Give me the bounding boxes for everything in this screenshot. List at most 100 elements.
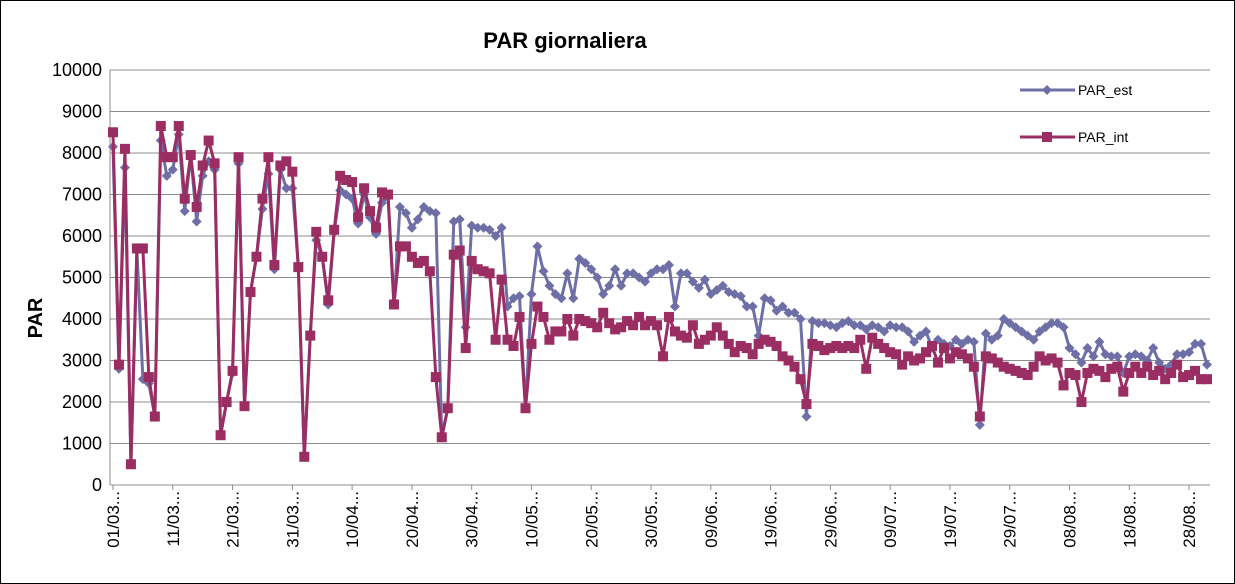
data-point <box>526 289 537 300</box>
data-point <box>681 268 692 279</box>
y-tick-label: 2000 <box>62 392 102 412</box>
data-point <box>1190 365 1201 376</box>
data-point <box>843 316 854 327</box>
data-point <box>215 430 226 441</box>
data-point <box>1064 367 1075 378</box>
data-point <box>1148 343 1159 354</box>
data-point <box>179 193 190 204</box>
data-point <box>783 355 794 366</box>
data-point <box>538 311 549 322</box>
data-point <box>921 347 932 358</box>
data-point <box>323 295 334 306</box>
data-point <box>598 289 609 300</box>
data-point <box>628 320 639 331</box>
x-tick-label: 29/06... <box>821 491 840 548</box>
data-point <box>795 314 806 324</box>
data-point <box>161 152 172 163</box>
data-point <box>831 340 842 351</box>
data-point <box>353 212 364 223</box>
data-point <box>735 340 746 351</box>
data-point <box>1136 367 1147 378</box>
data-point <box>777 351 788 362</box>
data-point <box>1040 355 1051 366</box>
data-point <box>580 316 591 327</box>
data-point <box>1196 338 1207 349</box>
data-point <box>986 353 997 364</box>
data-point <box>574 314 585 324</box>
x-tick-label: 20/04... <box>403 491 422 548</box>
data-point <box>502 334 513 345</box>
data-point <box>938 343 949 354</box>
data-point <box>1022 370 1033 381</box>
data-point <box>992 357 1003 368</box>
data-point <box>1142 361 1153 372</box>
data-point <box>711 322 722 333</box>
data-point <box>921 326 932 337</box>
data-point <box>646 316 657 327</box>
data-point <box>1124 367 1135 378</box>
data-point <box>819 345 830 356</box>
data-point <box>837 343 848 354</box>
data-point <box>412 214 423 225</box>
data-point <box>891 322 902 333</box>
data-point <box>956 349 967 360</box>
data-point <box>532 241 543 252</box>
data-point <box>950 334 961 345</box>
data-point <box>1130 361 1141 372</box>
data-point <box>269 260 280 271</box>
data-point <box>669 301 680 312</box>
data-point <box>747 349 758 360</box>
data-point <box>418 201 429 212</box>
data-point <box>843 340 854 351</box>
data-point <box>646 268 657 279</box>
data-point <box>903 351 914 362</box>
y-tick-label: 6000 <box>62 226 102 246</box>
data-point <box>1136 351 1147 362</box>
data-point <box>1058 322 1069 333</box>
x-tick-label: 18/08... <box>1120 491 1139 548</box>
data-point <box>191 216 202 227</box>
data-point <box>711 284 722 295</box>
data-point <box>741 343 752 354</box>
x-tick-label: 10/05... <box>522 491 541 548</box>
data-point <box>251 251 262 262</box>
data-point <box>365 206 376 217</box>
data-point <box>616 280 627 291</box>
data-point <box>424 266 435 277</box>
data-point <box>167 152 178 163</box>
x-tick-label: 01/03... <box>104 491 123 548</box>
data-point <box>1160 374 1171 385</box>
data-point <box>795 374 806 385</box>
data-point <box>598 307 609 318</box>
data-point <box>382 189 393 200</box>
data-point <box>616 322 627 333</box>
data-point <box>974 411 985 422</box>
data-point <box>317 251 328 262</box>
data-point <box>968 336 979 347</box>
data-point <box>131 243 142 254</box>
data-point <box>622 268 633 279</box>
data-point <box>771 340 782 351</box>
data-point <box>1070 370 1081 381</box>
data-point <box>592 272 603 283</box>
data-point <box>1034 326 1045 337</box>
x-tick-label: 30/05... <box>642 491 661 548</box>
data-point <box>562 268 573 279</box>
data-point <box>879 343 890 354</box>
y-tick-label: 5000 <box>62 268 102 288</box>
data-point <box>610 324 621 335</box>
data-point <box>179 206 190 217</box>
data-point <box>813 318 824 329</box>
data-point <box>1202 374 1213 385</box>
data-point <box>400 241 411 252</box>
data-point <box>771 305 782 316</box>
data-point <box>484 268 495 279</box>
data-point <box>693 338 704 349</box>
data-point <box>747 301 758 312</box>
data-point <box>257 193 268 204</box>
x-tick-label: 11/03... <box>164 491 183 546</box>
data-point <box>1184 370 1195 381</box>
data-point <box>359 183 370 194</box>
data-point <box>532 301 543 312</box>
data-point <box>693 282 704 293</box>
